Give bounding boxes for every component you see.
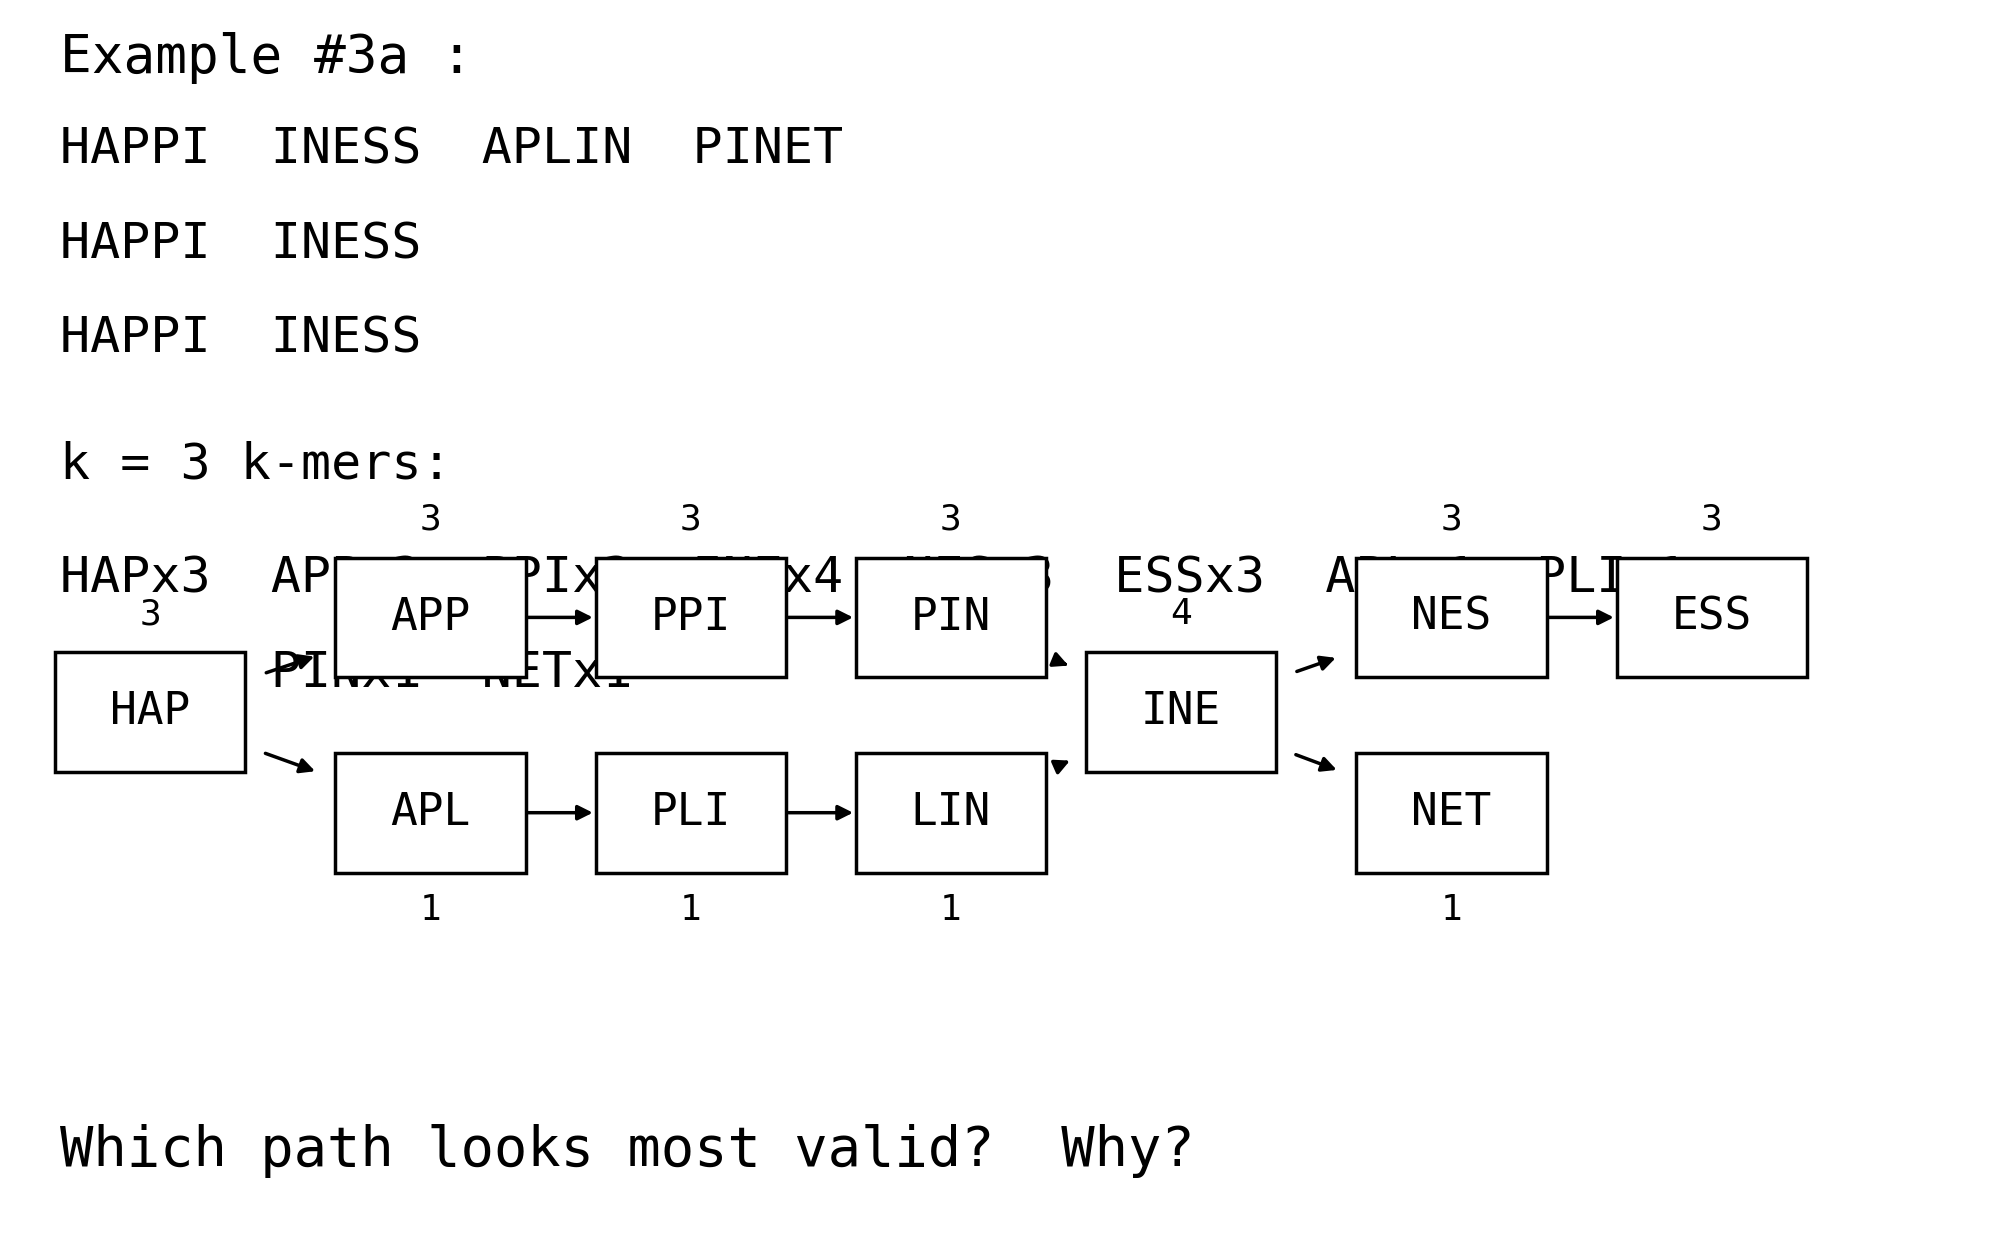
Text: NES: NES xyxy=(1411,596,1491,639)
FancyBboxPatch shape xyxy=(334,557,525,678)
Text: HAPPI  INESS: HAPPI INESS xyxy=(60,220,422,268)
Text: 1: 1 xyxy=(1441,893,1461,927)
Text: APL: APL xyxy=(390,791,470,834)
Text: 3: 3 xyxy=(681,503,701,537)
Text: 3: 3 xyxy=(1441,503,1461,537)
Text: APP: APP xyxy=(390,596,470,639)
FancyBboxPatch shape xyxy=(857,557,1045,678)
Text: 1: 1 xyxy=(681,893,701,927)
Text: INE: INE xyxy=(1141,690,1221,733)
FancyBboxPatch shape xyxy=(334,753,525,872)
FancyBboxPatch shape xyxy=(1618,557,1806,678)
FancyBboxPatch shape xyxy=(1357,753,1546,872)
Text: LINx1  PINx1  NETx1: LINx1 PINx1 NETx1 xyxy=(60,649,633,697)
Text: LIN: LIN xyxy=(911,791,991,834)
Text: 3: 3 xyxy=(420,503,440,537)
Text: PIN: PIN xyxy=(911,596,991,639)
FancyBboxPatch shape xyxy=(1085,653,1277,771)
Text: PLI: PLI xyxy=(651,791,731,834)
Text: ESS: ESS xyxy=(1672,596,1752,639)
FancyBboxPatch shape xyxy=(1357,557,1546,678)
Text: PPI: PPI xyxy=(651,596,731,639)
Text: 3: 3 xyxy=(941,503,961,537)
FancyBboxPatch shape xyxy=(857,753,1045,872)
Text: 3: 3 xyxy=(140,597,160,631)
Text: NET: NET xyxy=(1411,791,1491,834)
Text: 1: 1 xyxy=(941,893,961,927)
Text: HAP: HAP xyxy=(110,690,190,733)
Text: HAPPI  INESS: HAPPI INESS xyxy=(60,315,422,363)
Text: 4: 4 xyxy=(1171,597,1191,631)
Text: k = 3 k-mers:: k = 3 k-mers: xyxy=(60,441,452,489)
Text: 3: 3 xyxy=(1702,503,1722,537)
FancyBboxPatch shape xyxy=(54,653,244,771)
Text: Which path looks most valid?  Why?: Which path looks most valid? Why? xyxy=(60,1124,1195,1178)
FancyBboxPatch shape xyxy=(597,557,785,678)
Text: 1: 1 xyxy=(420,893,440,927)
Text: HAPPI  INESS  APLIN  PINET: HAPPI INESS APLIN PINET xyxy=(60,126,843,174)
Text: HAPx3  APPx3  PPIx3  INEx4  NESx3  ESSx3  APLx1  PLIx1: HAPx3 APPx3 PPIx3 INEx4 NESx3 ESSx3 APLx… xyxy=(60,554,1688,602)
FancyBboxPatch shape xyxy=(597,753,785,872)
Text: Example #3a :: Example #3a : xyxy=(60,32,472,83)
